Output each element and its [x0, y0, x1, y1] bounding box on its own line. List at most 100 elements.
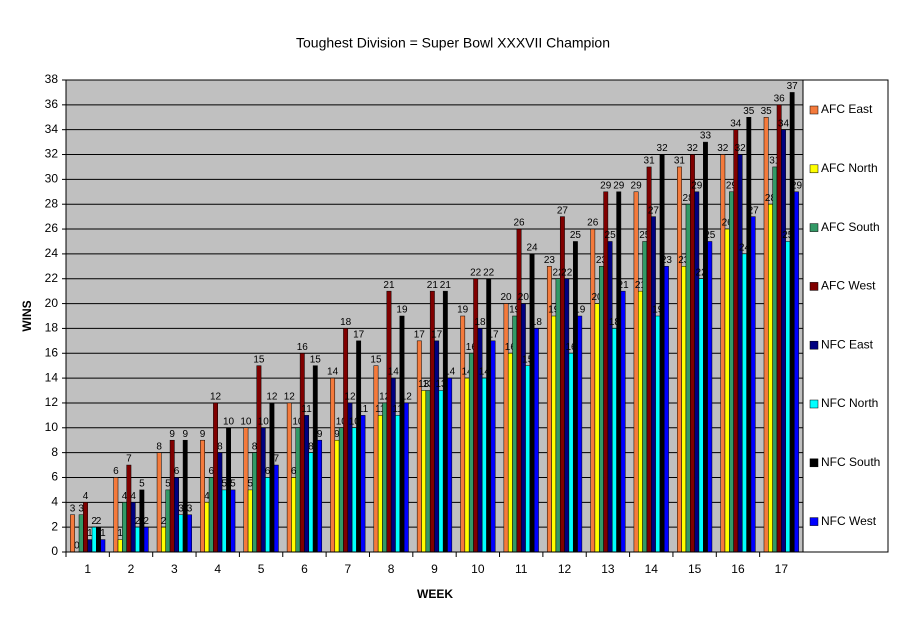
- value-label: 29: [691, 180, 703, 191]
- bar: [620, 290, 626, 553]
- bar: [694, 191, 700, 553]
- x-tick-label: 8: [388, 562, 395, 576]
- bar: [78, 514, 84, 553]
- bar: [785, 241, 791, 553]
- bar: [460, 315, 466, 553]
- value-label: 2: [161, 516, 167, 527]
- x-tick-label: 2: [128, 562, 135, 576]
- value-label: 20: [518, 292, 530, 303]
- value-label: 19: [652, 305, 664, 316]
- bar: [213, 402, 218, 553]
- bar: [91, 526, 97, 553]
- bar: [763, 117, 769, 553]
- value-label: 13: [418, 379, 430, 390]
- bar: [208, 477, 214, 553]
- value-label: 16: [466, 342, 478, 353]
- y-tick-label: 14: [45, 370, 59, 384]
- value-label: 18: [340, 317, 352, 328]
- bar: [633, 191, 639, 553]
- legend-swatch: [809, 458, 819, 468]
- bar: [477, 328, 483, 553]
- value-label: 23: [596, 255, 608, 266]
- bar: [794, 191, 799, 553]
- value-label: 21: [440, 280, 452, 291]
- value-label: 25: [782, 230, 794, 241]
- bar: [399, 315, 405, 553]
- x-tick-label: 12: [558, 562, 572, 576]
- value-label: 22: [470, 267, 482, 278]
- value-label: 11: [375, 404, 386, 415]
- value-label: 34: [778, 118, 790, 129]
- value-label: 18: [609, 317, 621, 328]
- value-label: 29: [726, 180, 738, 191]
- value-label: 8: [308, 441, 314, 452]
- bar: [503, 303, 509, 553]
- bar: [304, 415, 310, 553]
- legend-swatch: [809, 517, 819, 526]
- bar: [252, 452, 258, 553]
- legend-swatch: [809, 105, 819, 115]
- value-label: 9: [200, 429, 206, 440]
- bar: [230, 489, 236, 553]
- x-tick-label: 16: [731, 562, 745, 576]
- legend-label: NFC South: [821, 455, 880, 469]
- y-tick-label: 10: [45, 420, 59, 434]
- bar: [607, 241, 613, 553]
- value-label: 11: [392, 404, 403, 415]
- bar: [720, 154, 726, 553]
- value-label: 28: [683, 193, 695, 204]
- bar: [651, 216, 656, 553]
- bar: [768, 203, 773, 553]
- bar: [603, 191, 609, 553]
- bar: [729, 191, 734, 553]
- value-label: 10: [240, 416, 252, 427]
- value-label: 16: [565, 342, 577, 353]
- bar: [616, 191, 622, 553]
- bar: [464, 377, 470, 553]
- bar: [572, 241, 578, 553]
- bar: [659, 154, 665, 553]
- value-label: 5: [165, 479, 171, 490]
- value-label: 2: [91, 516, 97, 527]
- value-label: 3: [70, 503, 76, 514]
- bar: [377, 415, 383, 553]
- value-label: 4: [122, 491, 128, 502]
- value-label: 5: [247, 479, 253, 490]
- value-label: 10: [349, 416, 361, 427]
- bar: [273, 464, 279, 553]
- value-label: 9: [317, 429, 323, 440]
- bar: [590, 228, 596, 553]
- value-label: 21: [383, 280, 395, 291]
- bar: [182, 439, 188, 553]
- value-label: 6: [208, 466, 214, 477]
- bar: [655, 315, 661, 553]
- value-label: 23: [678, 255, 690, 266]
- value-label: 15: [253, 354, 265, 365]
- value-label: 20: [500, 292, 512, 303]
- y-tick-label: 26: [45, 221, 59, 235]
- bar: [308, 452, 314, 553]
- bar: [468, 353, 474, 553]
- bar: [295, 427, 301, 553]
- value-label: 5: [230, 479, 236, 490]
- bar: [638, 290, 643, 553]
- bar: [256, 365, 262, 553]
- value-label: 9: [169, 429, 175, 440]
- bar: [117, 539, 123, 553]
- legend-label: NFC West: [821, 514, 877, 528]
- value-label: 16: [505, 342, 517, 353]
- x-tick-label: 5: [258, 562, 265, 576]
- value-label: 29: [600, 180, 612, 191]
- bar: [750, 216, 756, 553]
- bar: [646, 166, 652, 553]
- bar: [221, 489, 227, 553]
- bar: [386, 290, 392, 553]
- value-label: 37: [787, 81, 799, 92]
- legend-swatch: [809, 282, 819, 291]
- bar: [746, 117, 752, 553]
- value-label: 21: [635, 280, 647, 291]
- bar: [204, 502, 210, 553]
- value-label: 15: [522, 354, 534, 365]
- value-label: 10: [336, 416, 348, 427]
- x-tick-label: 6: [301, 562, 308, 576]
